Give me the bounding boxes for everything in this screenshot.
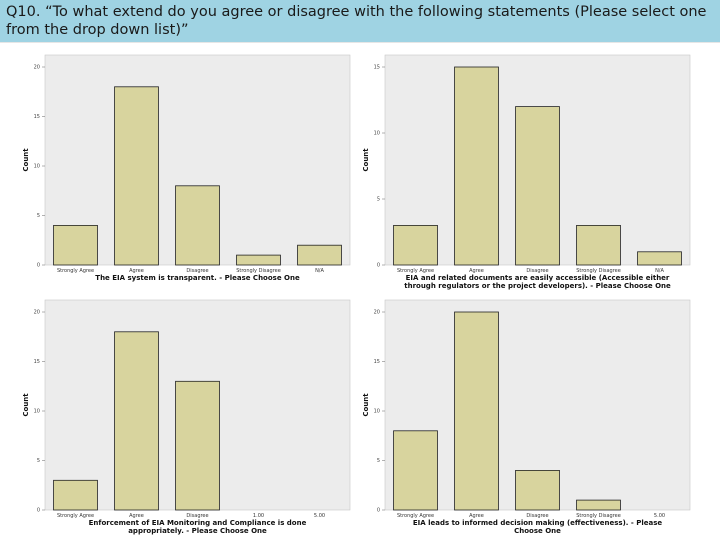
y-axis-label: Count — [362, 393, 370, 417]
x-tick-label: Strongly Agree — [397, 513, 434, 519]
x-tick-label: Agree — [129, 268, 144, 274]
bar — [236, 254, 281, 266]
bar — [53, 224, 98, 266]
x-tick-label: Disagree — [186, 268, 208, 274]
x-tick-label: 1.00 — [253, 513, 264, 519]
bar — [393, 430, 438, 511]
bar — [576, 499, 621, 511]
y-tick-label: 5 — [377, 458, 380, 464]
question-line-1: Q10. “To what extend do you agree or dis… — [6, 4, 707, 20]
question-header: Q10. “To what extend do you agree or dis… — [0, 0, 720, 42]
chart-decision-making: 0 5 10 15 20 Count Strongly Agree Agree Disagree… — [360, 295, 695, 535]
bar — [53, 479, 98, 511]
bar — [454, 66, 499, 266]
bar — [515, 469, 560, 511]
bar — [515, 106, 560, 266]
y-tick-label: 15 — [34, 359, 40, 365]
y-tick-label: 5 — [37, 458, 40, 464]
y-tick-label: 10 — [374, 131, 380, 137]
x-tick-label: 5.00 — [654, 513, 665, 519]
y-axis-label: Count — [22, 393, 30, 417]
x-tick-label: Strongly Agree — [57, 268, 94, 274]
chart-svg: 0 5 10 15 20 Count Strongly Agree Agree Disagree… — [22, 299, 351, 535]
x-axis-title: The EIA system is transparent. - Please … — [95, 274, 300, 282]
x-axis-title: appropriately. - Please Choose One — [128, 527, 267, 535]
x-tick-label: Disagree — [526, 513, 548, 519]
x-tick-label: N/A — [315, 268, 324, 274]
x-tick-label: Disagree — [186, 513, 208, 519]
question-text: Q10. “To what extend do you agree or dis… — [6, 3, 714, 39]
y-tick-label: 10 — [374, 409, 380, 415]
x-tick-label: Agree — [469, 513, 484, 519]
y-axis-label: Count — [22, 148, 30, 172]
x-tick-label: Strongly Disagree — [576, 513, 621, 519]
bar — [175, 380, 220, 511]
x-tick-label: Strongly Disagree — [576, 268, 621, 274]
x-tick-label: N/A — [655, 268, 664, 274]
bar — [175, 185, 220, 266]
question-line-2: from the drop down list)” — [6, 22, 189, 38]
y-axis-label: Count — [362, 148, 370, 172]
x-axis-title: EIA and related documents are easily acc… — [406, 274, 670, 282]
x-tick-label: Agree — [129, 513, 144, 519]
y-tick-label: 15 — [374, 65, 380, 71]
chart-svg: 0 5 10 15 Count Strongly Agree Agree Disagree St… — [362, 54, 691, 290]
y-tick-label: 15 — [34, 114, 40, 120]
x-axis-title: through regulators or the project develo… — [404, 282, 671, 290]
chart-accessibility: 0 5 10 15 Count Strongly Agree Agree Disagree St… — [360, 50, 695, 290]
chart-enforcement: 0 5 10 15 20 Count Strongly Agree Agree Disagree… — [20, 295, 355, 535]
x-axis-title: EIA leads to informed decision making (e… — [413, 519, 663, 527]
bar — [393, 224, 438, 266]
x-tick-label: Agree — [469, 268, 484, 274]
chart-svg: 0 5 10 15 20 Count Strongly Agree Agree Disagree… — [22, 54, 351, 282]
x-axis-title: Choose One — [514, 527, 561, 535]
x-tick-label: Strongly Disagree — [236, 268, 281, 274]
y-tick-label: 20 — [374, 310, 380, 316]
chart-transparency: 0 5 10 15 20 Count Strongly Agree Agree Disagree… — [20, 50, 355, 290]
y-tick-label: 0 — [37, 263, 40, 269]
bar — [114, 331, 159, 511]
y-tick-label: 0 — [37, 508, 40, 514]
bar — [576, 224, 621, 266]
y-tick-label: 20 — [34, 310, 40, 316]
header-divider — [0, 42, 720, 43]
y-tick-label: 5 — [37, 213, 40, 219]
chart-svg: 0 5 10 15 20 Count Strongly Agree Agree Disagree… — [362, 299, 691, 535]
x-tick-label: 5.00 — [314, 513, 325, 519]
y-tick-label: 5 — [377, 197, 380, 203]
bar — [297, 244, 342, 266]
bar — [114, 86, 159, 266]
y-tick-label: 0 — [377, 263, 380, 269]
x-tick-label: Strongly Agree — [397, 268, 434, 274]
y-tick-label: 20 — [34, 65, 40, 71]
x-tick-label: Disagree — [526, 268, 548, 274]
y-tick-label: 0 — [377, 508, 380, 514]
bar — [454, 311, 499, 511]
y-tick-label: 15 — [374, 359, 380, 365]
bar — [637, 251, 682, 266]
y-tick-label: 10 — [34, 164, 40, 170]
x-tick-label: Strongly Agree — [57, 513, 94, 519]
x-axis-title: Enforcement of EIA Monitoring and Compli… — [89, 519, 307, 527]
y-tick-label: 10 — [34, 409, 40, 415]
